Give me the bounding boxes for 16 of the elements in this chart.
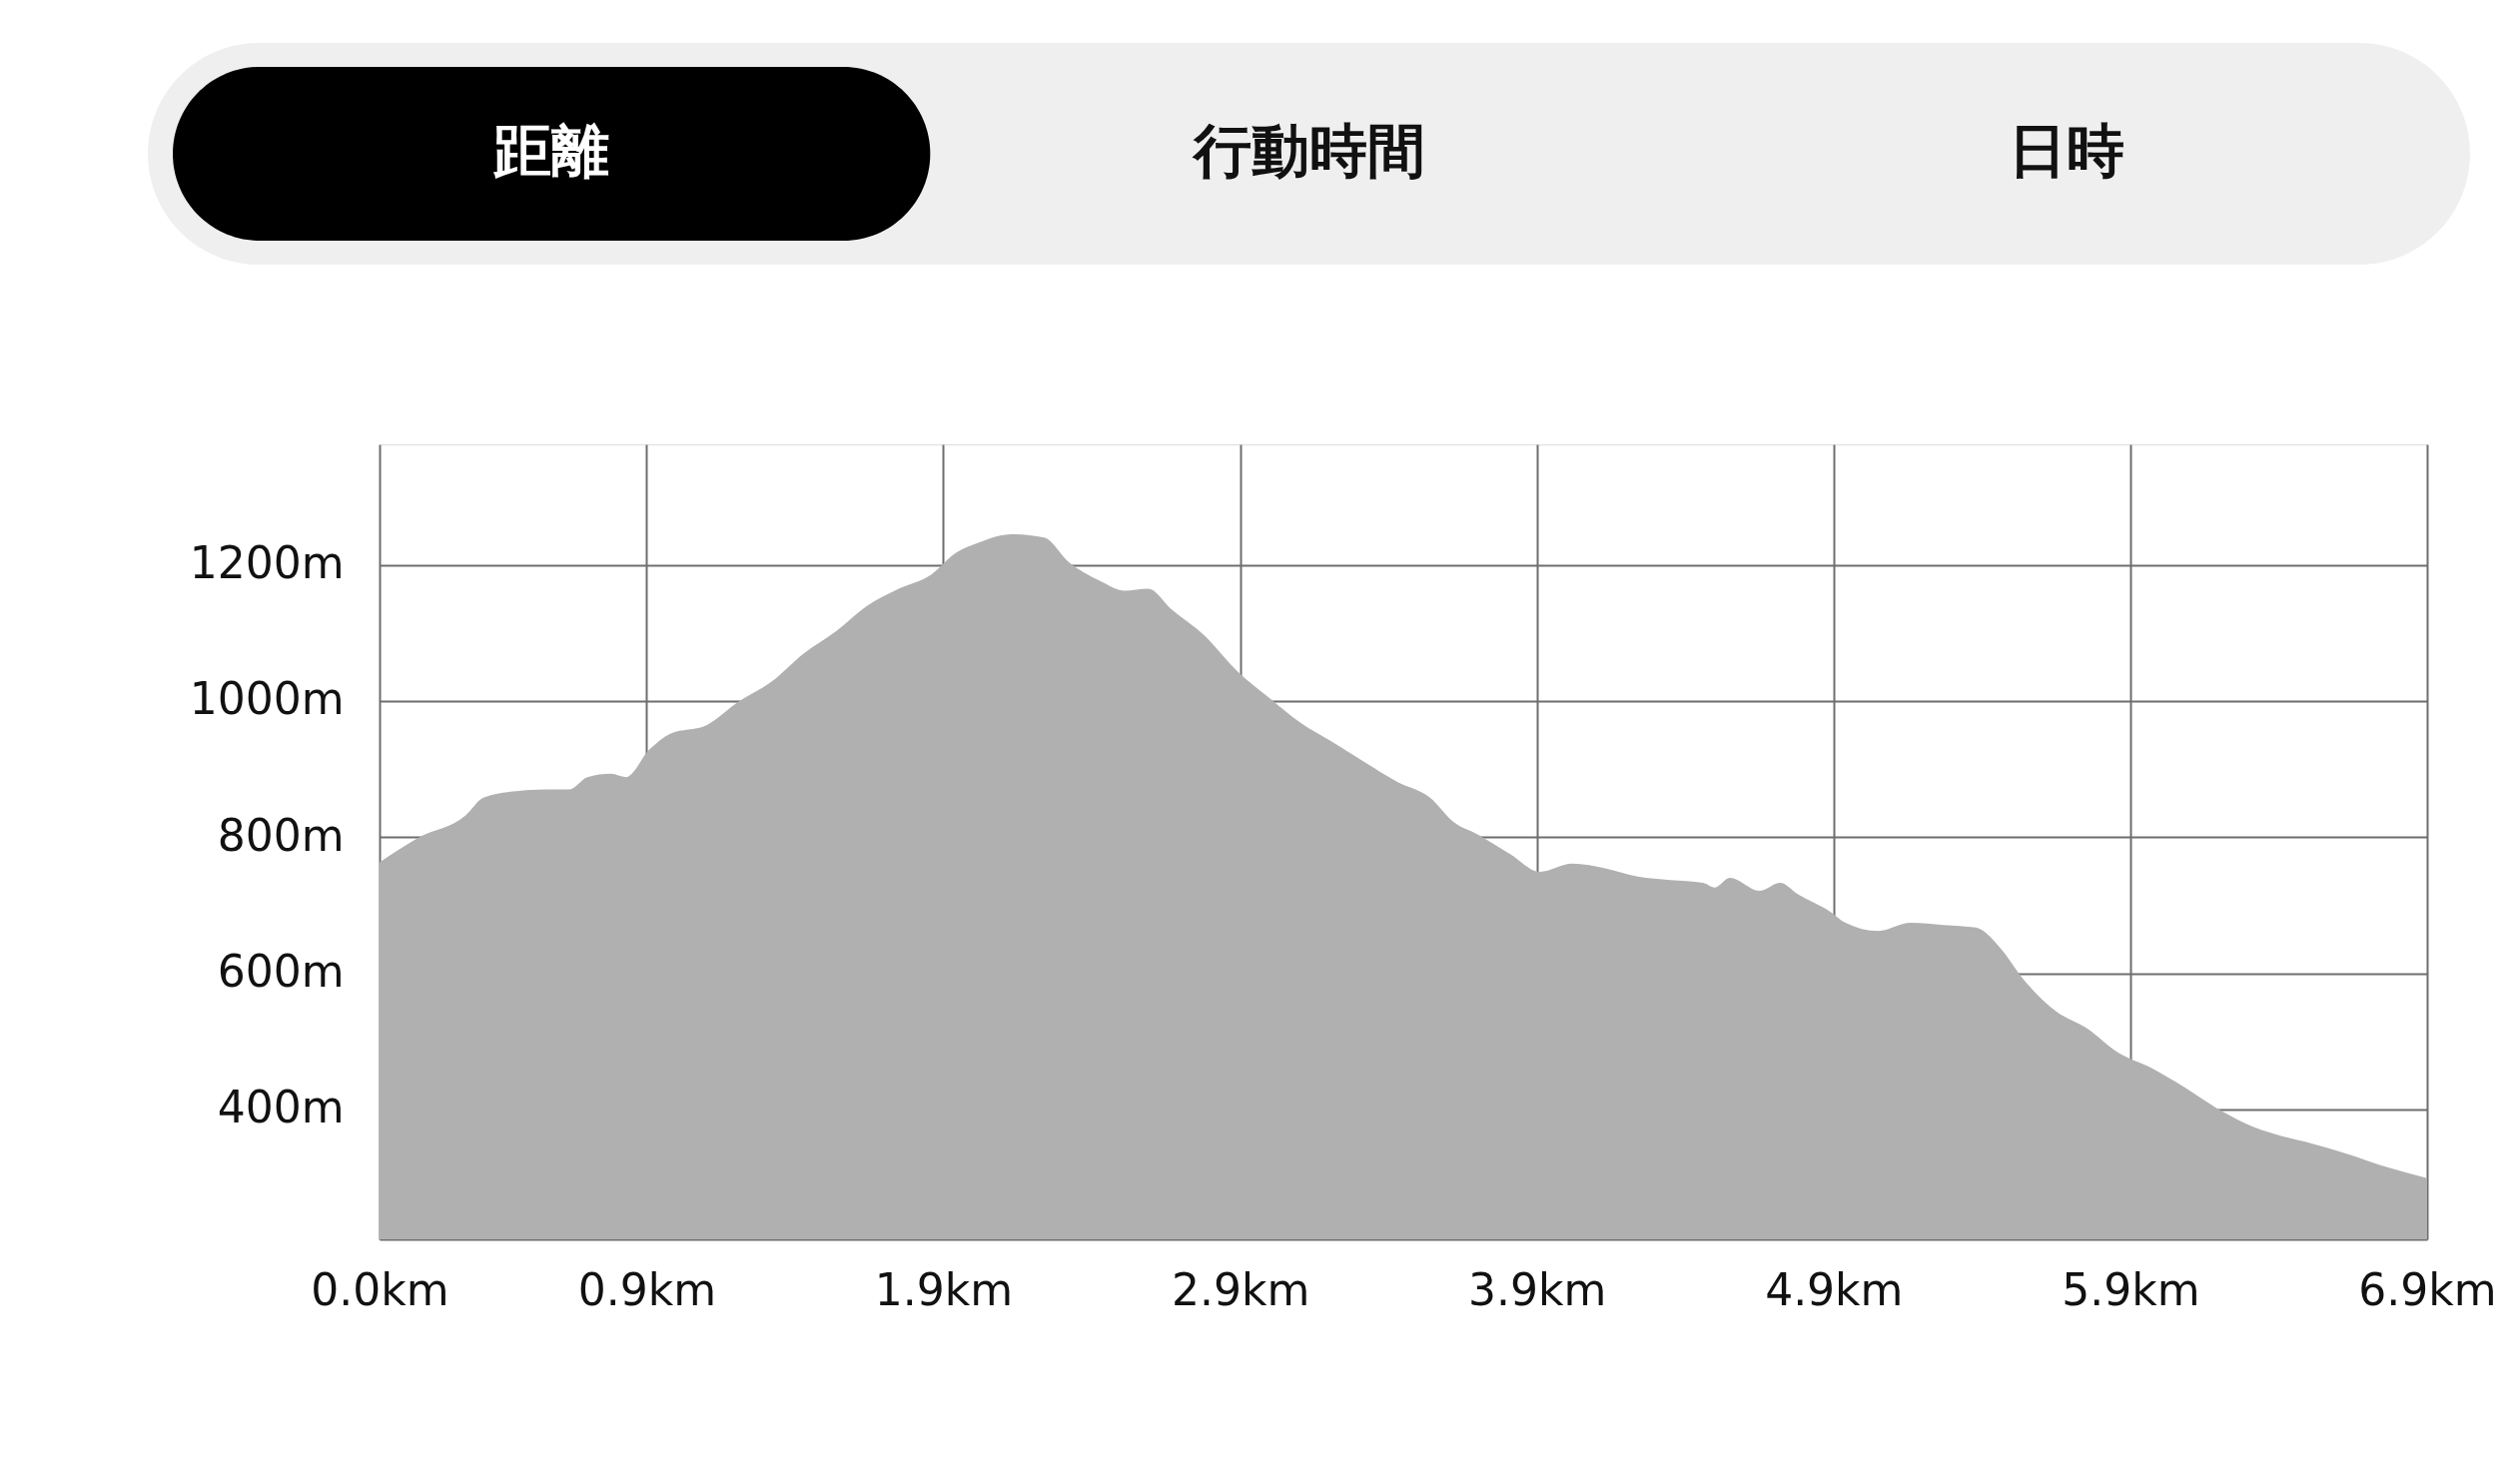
text: 日時: [2008, 117, 2124, 185]
text: 距離: [492, 117, 610, 185]
x-tick-label: 2.9km: [1171, 1263, 1310, 1315]
x-tick-label: 4.9km: [1765, 1263, 1904, 1315]
text: 行動時間: [1191, 117, 1425, 185]
x-tick-label: 3.9km: [1468, 1263, 1607, 1315]
y-tick-label: 1000m: [189, 673, 345, 725]
y-tick-label: 600m: [217, 946, 345, 998]
x-tick-label: 0.0km: [311, 1263, 449, 1315]
y-tick-label: 800m: [217, 809, 345, 861]
x-tick-label: 5.9km: [2062, 1263, 2200, 1315]
y-tick-label: 400m: [217, 1082, 345, 1133]
y-tick-label: 1200m: [189, 537, 345, 589]
x-tick-label: 1.9km: [874, 1263, 1014, 1315]
x-tick-label: 0.9km: [577, 1263, 717, 1315]
x-tick-label: 6.9km: [2358, 1263, 2497, 1315]
